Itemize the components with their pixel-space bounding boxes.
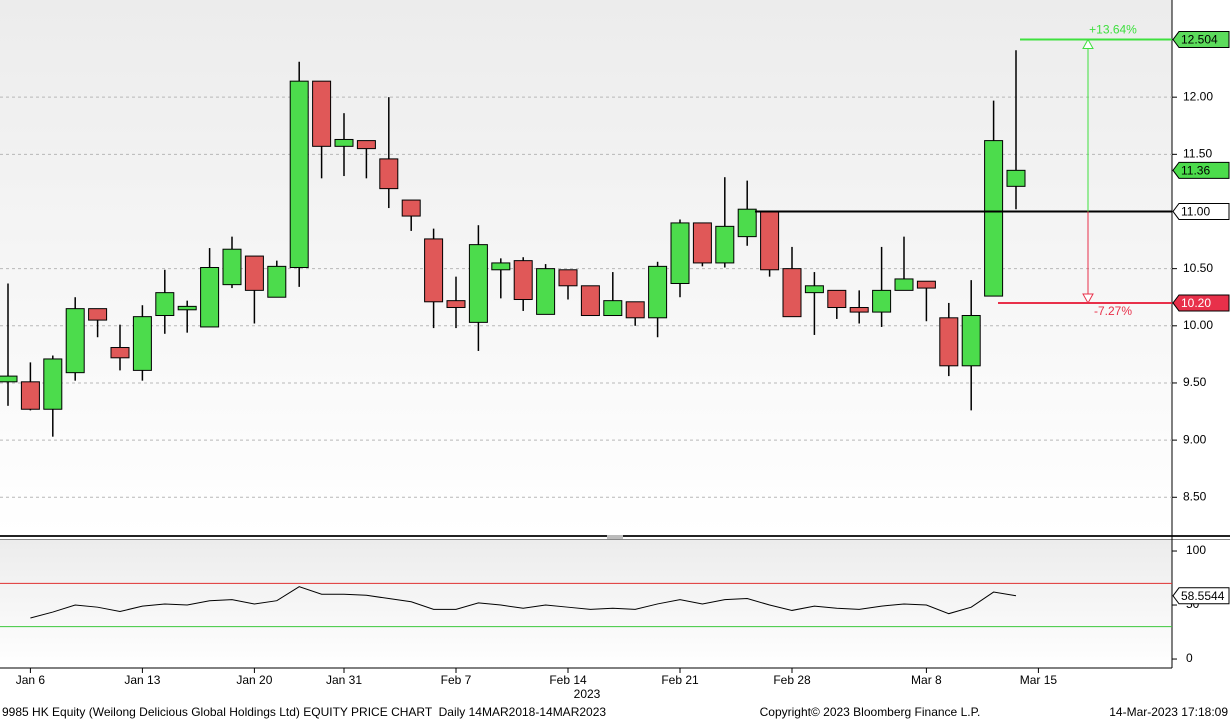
candle-body xyxy=(446,300,466,309)
candle-body xyxy=(782,268,802,318)
x-tick-label: Jan 13 xyxy=(124,673,160,687)
candle-body xyxy=(916,280,936,289)
change-arrow-head xyxy=(1082,38,1094,50)
level-label-box xyxy=(1172,202,1230,220)
x-tick-label: Feb 28 xyxy=(773,673,811,687)
level-label: 10.20 xyxy=(1181,296,1211,310)
level-label: 12.504 xyxy=(1181,33,1218,47)
candle-body xyxy=(670,222,690,285)
y-tick-label: 10.50 xyxy=(1183,261,1213,275)
candle-body xyxy=(1006,169,1026,187)
candle-body xyxy=(491,262,511,271)
y-tick-label: 11.50 xyxy=(1183,146,1212,160)
candle-body xyxy=(513,260,533,301)
candle-body xyxy=(267,265,287,298)
candle-body xyxy=(88,308,108,321)
y-tick-label: 9.50 xyxy=(1183,375,1207,389)
x-tick-label: Jan 6 xyxy=(16,673,46,687)
x-tick-label: Mar 15 xyxy=(1020,673,1058,687)
candle-body xyxy=(468,244,488,323)
x-tick-label: Feb 7 xyxy=(441,673,472,687)
candle-body xyxy=(894,278,914,291)
candle-body xyxy=(424,238,444,303)
candle-body xyxy=(984,140,1004,297)
x-tick-label: Jan 20 xyxy=(236,673,272,687)
y-tick-label: 8.50 xyxy=(1183,489,1207,503)
candle-body xyxy=(222,248,242,286)
last-price-label-box xyxy=(1172,161,1230,179)
rsi-last-label: 58.5544 xyxy=(1181,589,1225,603)
candle-body xyxy=(43,358,63,410)
candle-body xyxy=(939,317,959,367)
candle-body xyxy=(356,140,376,150)
candle-body xyxy=(804,285,824,294)
candle-body xyxy=(0,375,18,383)
candle-body xyxy=(244,255,264,291)
level-label-box xyxy=(1172,31,1230,49)
y-tick-label: 100 xyxy=(1186,543,1206,557)
x-tick-label: Feb 21 xyxy=(661,673,699,687)
footer-center: Copyright© 2023 Bloomberg Finance L.P. xyxy=(760,705,981,719)
level-label: 11.00 xyxy=(1181,205,1210,219)
candle-body xyxy=(177,305,197,311)
last-price-label: 11.36 xyxy=(1181,164,1210,178)
candle-body xyxy=(872,289,892,313)
candle-body xyxy=(334,138,354,147)
candle-body xyxy=(132,316,152,371)
rsi-last-label-box xyxy=(1172,587,1230,605)
candle-body xyxy=(827,289,847,309)
candle-body xyxy=(849,307,869,313)
candle-body xyxy=(379,158,399,190)
candle-body xyxy=(648,265,668,319)
y-tick-label: 10.00 xyxy=(1183,318,1213,332)
candle-body xyxy=(692,222,712,264)
footer-left: 9985 HK Equity (Weilong Delicious Global… xyxy=(2,705,606,719)
candle-body xyxy=(580,285,600,317)
candle-body xyxy=(200,267,220,328)
candle-body xyxy=(155,292,175,317)
candle-body xyxy=(536,268,556,315)
candle-body xyxy=(65,308,85,374)
change-label: +13.64% xyxy=(1089,23,1137,37)
change-arrow-head xyxy=(1082,293,1094,304)
footer-right: 14-Mar-2023 17:18:09 xyxy=(1109,705,1228,719)
x-tick-label: Mar 8 xyxy=(911,673,942,687)
rsi-line xyxy=(30,586,1017,619)
candle-body xyxy=(715,225,735,264)
candle-body xyxy=(760,210,780,271)
candle-body xyxy=(961,315,981,367)
y-tick-label: 0 xyxy=(1186,651,1193,665)
change-label: -7.27% xyxy=(1094,304,1132,318)
y-tick-label: 9.00 xyxy=(1183,432,1207,446)
candle-body xyxy=(558,269,578,287)
price-panel xyxy=(0,0,1172,535)
x-year-label: 2023 xyxy=(574,687,601,701)
x-tick-label: Feb 14 xyxy=(549,673,587,687)
y-tick-label: 12.00 xyxy=(1183,89,1213,103)
candle-body xyxy=(603,300,623,317)
candle-body xyxy=(401,199,421,217)
x-tick-label: Jan 31 xyxy=(326,673,362,687)
level-label-box xyxy=(1172,294,1230,312)
candle-body xyxy=(312,80,332,147)
candle-body xyxy=(110,347,130,359)
candle-body xyxy=(625,301,645,319)
splitter-handle xyxy=(607,535,623,539)
candle-body xyxy=(289,80,309,268)
candle-body xyxy=(737,208,757,238)
candle-body xyxy=(20,381,40,410)
